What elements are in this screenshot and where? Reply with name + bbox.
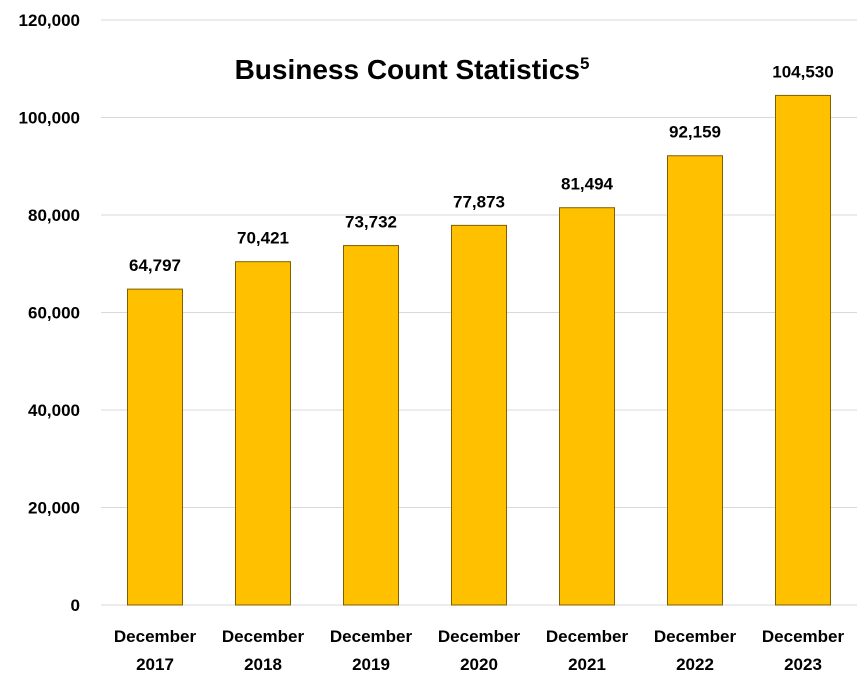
x-category-label: December 2019 xyxy=(330,627,413,674)
x-category-label: December 2018 xyxy=(222,627,305,674)
chart-title: Business Count Statistics5 xyxy=(235,54,590,85)
chart-title-superscript: 5 xyxy=(580,54,589,73)
data-label: 92,159 xyxy=(669,123,721,142)
bar xyxy=(235,261,291,606)
data-label: 70,421 xyxy=(237,229,289,248)
y-tick-label: 100,000 xyxy=(19,109,80,128)
bar xyxy=(667,155,723,606)
x-category-label: December 2020 xyxy=(438,627,521,674)
data-label: 64,797 xyxy=(129,256,181,275)
data-label: 77,873 xyxy=(453,192,505,211)
bar xyxy=(559,207,615,606)
data-label: 104,530 xyxy=(772,62,833,81)
bar xyxy=(127,288,183,606)
x-category-label: December 2023 xyxy=(762,627,845,674)
x-axis-categories: December 2017 December 2018 December 2019 Dece… xyxy=(114,627,845,674)
chart-title-text: Business Count Statistics xyxy=(235,54,580,85)
bar xyxy=(343,245,399,606)
y-tick-label: 120,000 xyxy=(19,11,80,30)
data-labels: 64,797 70,421 73,732 77,873 81,494 92,159 104,… xyxy=(129,62,834,275)
x-category-label: December 2017 xyxy=(114,627,197,674)
y-tick-label: 0 xyxy=(71,596,80,615)
data-label: 81,494 xyxy=(561,175,614,194)
x-category-label: December 2022 xyxy=(654,627,737,674)
y-axis-ticks: 0 20,000 40,000 60,000 80,000 100,000 120,000 xyxy=(19,11,80,615)
y-tick-label: 20,000 xyxy=(28,499,80,518)
data-label: 73,732 xyxy=(345,213,397,232)
bars xyxy=(127,94,831,606)
x-category-label: December 2021 xyxy=(546,627,629,674)
y-tick-label: 80,000 xyxy=(28,206,80,225)
bar xyxy=(451,224,507,606)
y-tick-label: 40,000 xyxy=(28,401,80,420)
y-tick-label: 60,000 xyxy=(28,304,80,323)
bar xyxy=(775,94,831,606)
